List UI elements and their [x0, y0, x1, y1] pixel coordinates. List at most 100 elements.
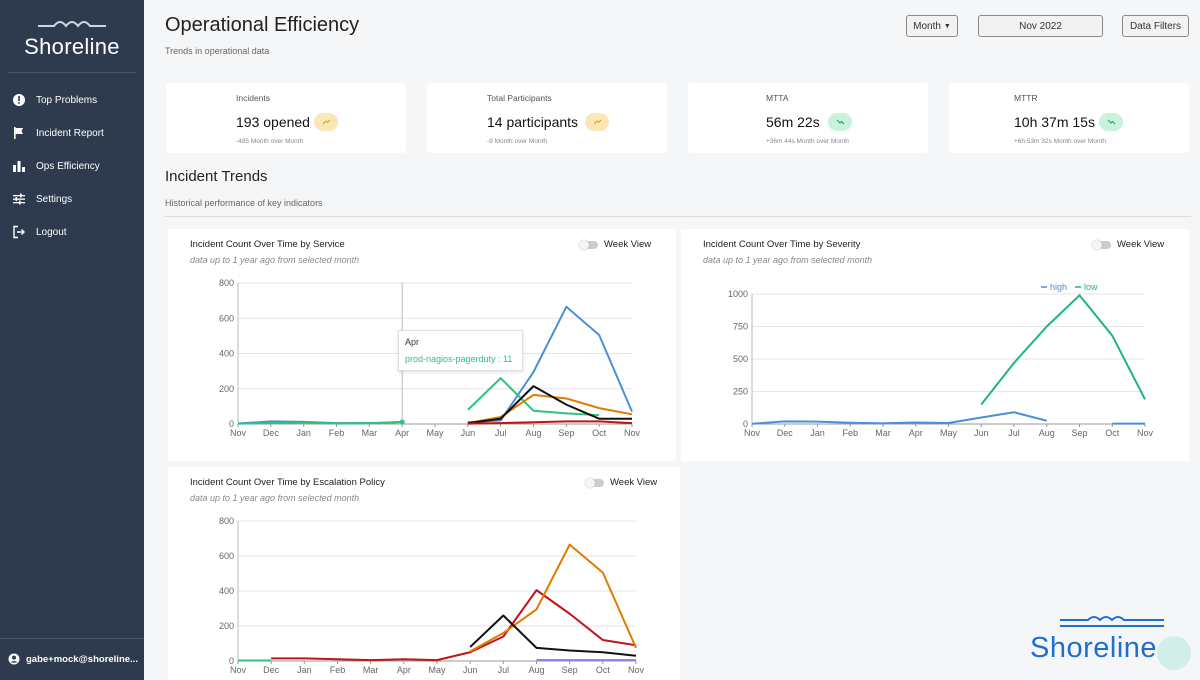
tooltip-title: Apr	[405, 337, 420, 347]
sidebar: Shoreline Top Problems Incident Report O…	[0, 0, 144, 680]
nav-label: Settings	[36, 193, 73, 205]
toggle-switch[interactable]	[585, 477, 604, 488]
series-line	[751, 411, 1047, 425]
x-tick-label: Sep	[1071, 428, 1087, 438]
x-tick-label: Feb	[329, 428, 345, 438]
x-tick-label: Feb	[330, 665, 346, 675]
x-tick-label: Dec	[777, 428, 794, 438]
y-tick-label: 400	[219, 586, 234, 596]
chart-title: Incident Count Over Time by Escalation P…	[190, 477, 385, 488]
x-tick-label: Jun	[974, 428, 989, 438]
toggle-knob	[585, 477, 595, 488]
chart-subtitle: data up to 1 year ago from selected mont…	[190, 493, 360, 503]
x-tick-label: Oct	[1105, 428, 1120, 438]
kpi-value: 193 opened	[236, 114, 310, 130]
x-tick-label: Jun	[461, 428, 476, 438]
week-view-toggle[interactable]: Week View	[579, 239, 652, 250]
line-chart-service[interactable]: 0 200 400 600 800 Nov Dec Jan Feb Mar Apr May Jun Jul…	[168, 229, 676, 461]
y-tick-label: 200	[219, 621, 234, 631]
chart-title: Incident Count Over Time by Service	[190, 239, 345, 250]
sliders-icon	[13, 193, 25, 205]
toggle-switch[interactable]	[1092, 239, 1111, 250]
trend-down-icon	[828, 113, 852, 131]
data-filters-button[interactable]: Data Filters	[1122, 15, 1189, 37]
logo-text: Shoreline	[24, 34, 120, 59]
user-email: gabe+mock@shoreline...	[26, 653, 138, 665]
watermark-logo: Shoreline	[1030, 612, 1198, 672]
x-tick-label: Apr	[909, 428, 923, 438]
trend-down-icon	[1099, 113, 1123, 131]
x-tick-label: Nov	[624, 428, 641, 438]
x-tick-label: Apr	[395, 428, 409, 438]
week-view-toggle[interactable]: Week View	[585, 477, 658, 488]
bar-chart-icon	[13, 161, 25, 172]
toggle-knob	[1092, 239, 1102, 250]
nav-logout[interactable]: Logout	[12, 222, 67, 242]
x-tick-label: Aug	[1039, 428, 1055, 438]
kpi-value: 56m 22s	[766, 114, 820, 130]
nav-label: Logout	[36, 226, 67, 238]
x-tick-label: Mar	[363, 665, 379, 675]
kpi-card-incidents: Incidents 193 opened -485 Month over Mon…	[166, 83, 406, 153]
kpi-note: -9 Month over Month	[487, 138, 547, 145]
toggle-switch[interactable]	[579, 239, 598, 250]
line-chart-escalation[interactable]: 0 200 400 600 800 Nov Dec Jan Feb Mar Apr May Jun Jul…	[168, 467, 680, 680]
section-title: Incident Trends	[165, 168, 268, 185]
divider	[8, 72, 136, 73]
kpi-note: -485 Month over Month	[236, 138, 304, 145]
nav-settings[interactable]: Settings	[12, 189, 72, 209]
kpi-card-mttr: MTTR 10h 37m 15s +6h 53m 32s Month over …	[949, 83, 1189, 153]
y-tick-label: 500	[733, 354, 748, 364]
period-select[interactable]: Month ▼	[906, 15, 958, 37]
divider	[0, 638, 144, 639]
series-line	[271, 589, 637, 662]
y-tick-label: 800	[219, 516, 234, 526]
y-tick-label: 0	[743, 419, 748, 429]
nav-label: Top Problems	[36, 94, 98, 106]
toggle-knob	[579, 239, 589, 250]
date-input[interactable]: Nov 2022	[978, 15, 1103, 37]
y-tick-label: 400	[219, 349, 234, 359]
chat-launcher-button[interactable]	[1157, 636, 1191, 670]
x-tick-label: Feb	[842, 428, 858, 438]
main-content: Operational Efficiency Trends in operati…	[144, 0, 1200, 680]
toggle-label: Week View	[604, 239, 652, 250]
kpi-card-participants: Total Participants 14 participants -9 Mo…	[427, 83, 667, 153]
chart-tooltip: Apr prod-nagios-pagerduty : 11	[398, 330, 523, 371]
week-view-toggle[interactable]: Week View	[1092, 239, 1165, 250]
logo[interactable]: Shoreline	[10, 14, 134, 59]
series-line	[467, 377, 600, 417]
x-tick-label: Nov	[1137, 428, 1154, 438]
x-tick-label: Jun	[463, 665, 478, 675]
chart-panel-service: Incident Count Over Time by Service data…	[168, 229, 676, 461]
x-tick-label: May	[426, 428, 444, 438]
wave-icon	[1060, 616, 1164, 627]
x-tick-label: Apr	[397, 665, 411, 675]
toggle-label: Week View	[1117, 239, 1165, 250]
series-line	[467, 420, 633, 425]
series-line	[469, 543, 637, 653]
watermark-text: Shoreline	[1030, 632, 1158, 664]
x-tick-label: Aug	[528, 665, 544, 675]
chart-panel-escalation: Incident Count Over Time by Escalation P…	[168, 467, 680, 680]
y-tick-label: 750	[733, 322, 748, 332]
x-tick-label: Mar	[875, 428, 891, 438]
chart-subtitle: data up to 1 year ago from selected mont…	[190, 255, 360, 265]
x-tick-label: Jul	[495, 428, 507, 438]
chart-panel-severity: Incident Count Over Time by Severity dat…	[681, 229, 1189, 461]
x-tick-label: Dec	[263, 665, 280, 675]
nav-ops-efficiency[interactable]: Ops Efficiency	[12, 156, 100, 176]
y-tick-label: 1000	[728, 289, 748, 299]
user-menu[interactable]: gabe+mock@shoreline...	[8, 653, 138, 665]
line-chart-severity[interactable]: 0 250 500 750 1000 Nov Dec Jan Feb Mar Apr May Jun Ju…	[681, 229, 1189, 461]
nav-incident-report[interactable]: Incident Report	[12, 123, 104, 143]
x-tick-label: May	[428, 665, 446, 675]
toggle-label: Week View	[610, 477, 658, 488]
y-tick-label: 0	[229, 419, 234, 429]
nav-top-problems[interactable]: Top Problems	[12, 90, 97, 110]
y-tick-label: 600	[219, 313, 234, 323]
kpi-card-mtta: MTTA 56m 22s +36m 44s Month over Month	[688, 83, 928, 153]
chart-title: Incident Count Over Time by Severity	[703, 239, 861, 250]
wave-icon	[38, 21, 106, 28]
kpi-label: Incidents	[236, 93, 271, 103]
